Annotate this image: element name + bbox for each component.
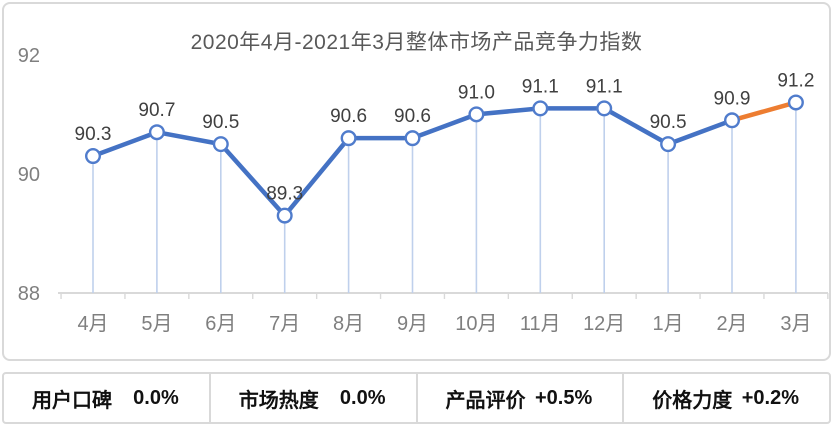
svg-text:6月: 6月	[205, 313, 236, 335]
kpi-label: 市场热度	[238, 389, 319, 412]
kpi-cell-market-heat: 市场热度 0.0%	[208, 374, 416, 422]
kpi-label: 产品评价	[445, 389, 526, 412]
chart-title: 2020年4月-2021年3月整体市场产品竞争力指数	[190, 31, 643, 54]
kpi-value: 0.0%	[339, 386, 386, 409]
svg-text:90.3: 90.3	[75, 124, 112, 145]
svg-text:91.1: 91.1	[522, 76, 559, 97]
svg-text:92: 92	[18, 45, 40, 67]
chart-panel: 88 90 92 4月 5月 6月 7月 8月 9月 10月 11月 12月 1月 2月 3月 90.3 90.…	[2, 2, 831, 361]
svg-text:90.6: 90.6	[330, 106, 367, 127]
svg-text:9月: 9月	[397, 313, 428, 335]
svg-text:3月: 3月	[780, 313, 811, 335]
kpi-value: +0.5%	[534, 386, 593, 409]
svg-text:5月: 5月	[141, 313, 172, 335]
svg-text:12月: 12月	[583, 313, 625, 335]
svg-text:7月: 7月	[269, 313, 300, 335]
svg-text:89.3: 89.3	[266, 184, 303, 205]
kpi-cell-product-rating: 产品评价 +0.5%	[415, 374, 623, 422]
kpi-label: 价格力度	[652, 389, 733, 412]
line-chart: 88 90 92 4月 5月 6月 7月 8月 9月 10月 11月 12月 1月 2月 3月 90.3 90.…	[18, 45, 829, 335]
svg-text:91.1: 91.1	[586, 76, 623, 97]
svg-text:1月: 1月	[653, 313, 684, 335]
kpi-bar: 用户口碑 0.0% 市场热度 0.0% 产品评价 +0.5% 价格力度 +0.2…	[2, 372, 831, 424]
svg-text:90.5: 90.5	[202, 112, 239, 133]
svg-text:91.2: 91.2	[777, 70, 814, 91]
svg-text:4月: 4月	[77, 313, 108, 335]
svg-text:10月: 10月	[455, 313, 497, 335]
svg-text:91.0: 91.0	[458, 82, 495, 103]
svg-text:90.7: 90.7	[138, 100, 175, 121]
svg-text:90.9: 90.9	[714, 88, 751, 109]
svg-text:90.6: 90.6	[394, 106, 431, 127]
kpi-cell-user-reputation: 用户口碑 0.0%	[4, 374, 209, 422]
kpi-value: 0.0%	[133, 386, 179, 409]
svg-text:88: 88	[18, 283, 40, 305]
svg-text:8月: 8月	[333, 313, 364, 335]
kpi-value: +0.2%	[741, 386, 799, 409]
svg-text:90.5: 90.5	[650, 112, 687, 133]
svg-text:11月: 11月	[520, 313, 561, 335]
kpi-label: 用户口碑	[32, 389, 112, 412]
svg-text:90: 90	[18, 164, 40, 186]
svg-text:2月: 2月	[716, 313, 747, 335]
kpi-cell-price-strength: 价格力度 +0.2%	[622, 374, 829, 422]
